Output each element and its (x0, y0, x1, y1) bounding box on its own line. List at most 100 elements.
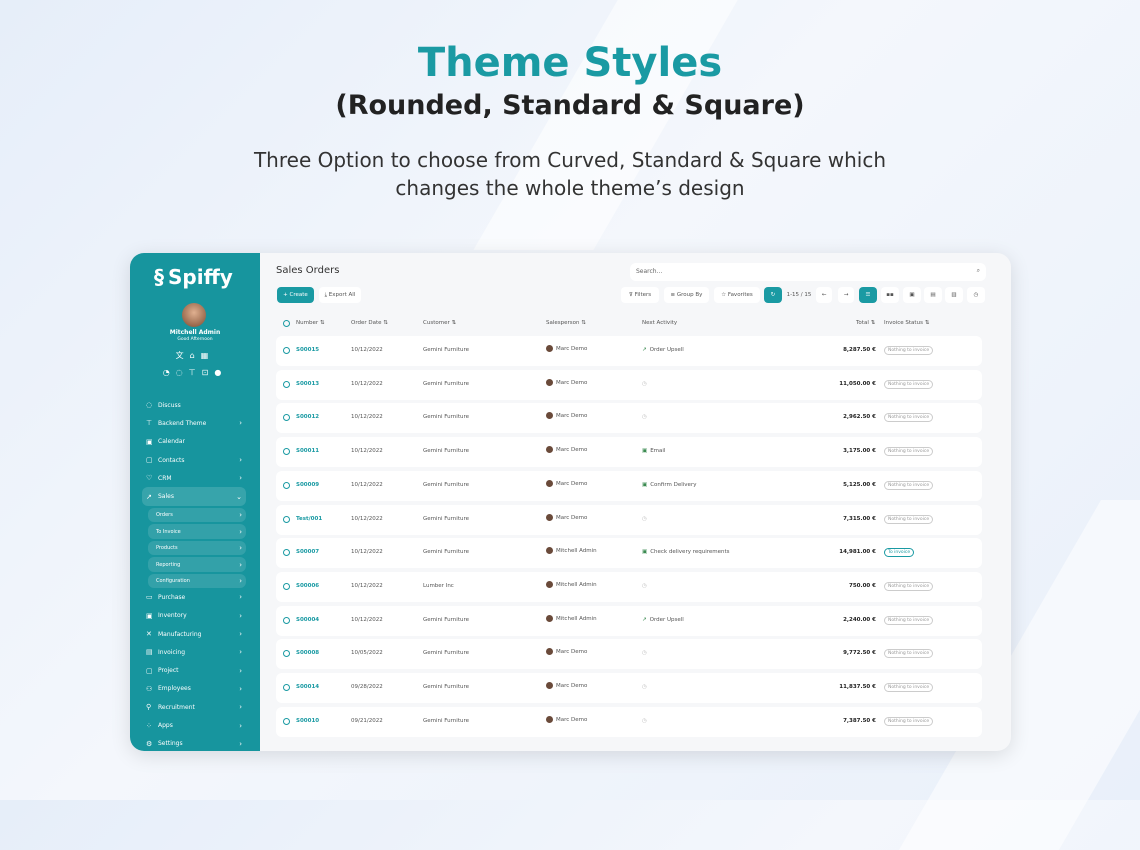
refresh-button[interactable]: ↻ (764, 287, 782, 303)
row-checkbox[interactable] (283, 347, 290, 354)
sidebar-item-contacts[interactable]: ▢ Contacts › (142, 451, 246, 469)
export-all-button[interactable]: ⤓ Export All (319, 287, 361, 303)
filters-button[interactable]: ⊽ Filters (621, 287, 659, 303)
table-row[interactable]: S00012 10/12/2022 Gemini Furniture Marc Dem… (276, 403, 982, 434)
order-number[interactable]: Test/001 (296, 515, 323, 522)
sidebar-subitem-products[interactable]: Products › (148, 540, 246, 556)
table-row[interactable]: S00007 10/12/2022 Gemini Furniture Mitchell… (276, 538, 982, 569)
next-activity[interactable]: ▣ Email (642, 448, 665, 454)
order-number[interactable]: S00013 (296, 380, 320, 387)
paint-roller-icon[interactable]: ⊤ (188, 368, 202, 377)
sidebar-item-purchase[interactable]: ▭ Purchase › (142, 588, 246, 606)
order-number[interactable]: S00015 (296, 347, 320, 353)
next-activity[interactable]: ◷ (642, 718, 650, 724)
order-number[interactable]: S00008 (296, 650, 320, 657)
next-activity[interactable]: ◷ (642, 414, 650, 420)
table-row[interactable]: Test/001 10/12/2022 Gemini Furniture Marc D… (276, 504, 982, 535)
translate-icon[interactable]: 文 (175, 351, 190, 360)
next-activity[interactable]: ◷ (642, 381, 650, 387)
order-number[interactable]: S00011 (296, 448, 320, 455)
message-icon[interactable]: ◌ (175, 368, 189, 377)
sidebar-item-employees[interactable]: ⚇ Employees › (142, 680, 246, 698)
prev-page-button[interactable]: ← (816, 287, 832, 303)
list-view-button[interactable]: ☰ (859, 287, 877, 303)
row-checkbox[interactable] (283, 717, 290, 725)
column-header-number[interactable]: Number ⇅ (296, 320, 324, 326)
column-header-next-activity[interactable]: Next Activity (642, 320, 677, 326)
table-row[interactable]: S00014 09/28/2022 Gemini Furniture Marc Dem… (276, 673, 982, 703)
sidebar-item-project[interactable]: ▢ Project › (142, 661, 246, 679)
select-all-checkbox[interactable] (283, 320, 290, 327)
order-number[interactable]: S00004 (296, 616, 320, 623)
sidebar-subitem-orders[interactable]: Orders › (148, 507, 246, 523)
table-row[interactable]: S00009 10/12/2022 Gemini Furniture Marc Dem… (276, 470, 982, 501)
sidebar-item-settings[interactable]: ⚙ Settings › (142, 735, 246, 751)
row-checkbox[interactable] (283, 650, 290, 658)
table-row[interactable]: S00010 09/21/2022 Gemini Furniture Marc Dem… (276, 706, 982, 737)
table-row[interactable]: S00011 10/12/2022 Gemini Furniture Marc Dem… (276, 437, 982, 468)
grid-icon[interactable]: ▦ (200, 351, 215, 360)
next-activity[interactable]: ◷ (642, 516, 650, 522)
column-header-customer[interactable]: Customer ⇅ (423, 320, 456, 326)
calendar-view-button[interactable]: ▣ (903, 287, 921, 303)
next-activity[interactable]: ◷ (642, 650, 650, 656)
favorites-button[interactable]: ☆ Favorites (714, 287, 760, 303)
row-checkbox[interactable] (283, 616, 290, 624)
search-icon[interactable]: ⌕ (976, 267, 980, 274)
pager[interactable]: 1-15 / 15 (786, 292, 812, 298)
row-checkbox[interactable] (283, 684, 290, 691)
sidebar-subitem-configuration[interactable]: Configuration › (148, 573, 246, 589)
group-by-button[interactable]: ≡ Group By (664, 287, 709, 303)
sidebar-item-sales[interactable]: ↗ Sales ⌄ (142, 487, 246, 506)
building-icon[interactable]: ⌂ (189, 351, 201, 360)
graph-view-button[interactable]: ▥ (945, 287, 963, 303)
sidebar-item-recruitment[interactable]: ⚲ Recruitment › (142, 698, 246, 716)
next-page-button[interactable]: → (838, 287, 854, 303)
sidebar-item-inventory[interactable]: ▣ Inventory › (142, 607, 246, 625)
order-number[interactable]: S00009 (296, 481, 320, 488)
next-activity[interactable]: ◷ (642, 684, 650, 690)
search-input[interactable]: Search... ⌕ (630, 263, 986, 281)
sidebar-item-discuss[interactable]: ◌ Discuss (142, 396, 246, 414)
sidebar-item-crm[interactable]: ♡ CRM › (142, 469, 246, 487)
column-header-order-date[interactable]: Order Date ⇅ (351, 320, 388, 326)
table-row[interactable]: S00006 10/12/2022 Lumber Inc Mitchell Admin… (276, 571, 982, 602)
row-checkbox[interactable] (283, 549, 290, 557)
next-activity[interactable]: ▣ Check delivery requirements (642, 549, 730, 555)
table-row[interactable]: S00013 10/12/2022 Gemini Furniture Marc Dem… (276, 369, 982, 400)
sidebar-item-backend-theme[interactable]: ⊤ Backend Theme › (142, 414, 246, 432)
sidebar-item-calendar[interactable]: ▣ Calendar (142, 433, 246, 451)
activity-icon[interactable]: ◔ (162, 368, 176, 377)
sidebar-item-manufacturing[interactable]: ✕ Manufacturing › (142, 625, 246, 643)
bulb-icon[interactable]: ● (214, 368, 228, 377)
order-number[interactable]: S00014 (296, 684, 320, 690)
lock-icon[interactable]: ⊡ (201, 368, 215, 377)
order-number[interactable]: S00012 (296, 414, 320, 421)
sidebar-subitem-to-invoice[interactable]: To Invoice › (148, 524, 246, 539)
pivot-view-button[interactable]: ▤ (924, 287, 942, 303)
order-number[interactable]: S00006 (296, 582, 320, 589)
create-button[interactable]: + Create (277, 287, 314, 303)
column-header-salesperson[interactable]: Salesperson ⇅ (546, 320, 586, 326)
order-number[interactable]: S00010 (296, 717, 320, 724)
next-activity[interactable]: ↗ Order Upsell (642, 617, 684, 623)
avatar[interactable] (182, 303, 206, 327)
table-row[interactable]: S00008 10/05/2022 Gemini Furniture Marc Dem… (276, 639, 982, 670)
row-checkbox[interactable] (283, 515, 290, 523)
sidebar-item-apps[interactable]: ⁘ Apps › (142, 716, 246, 734)
logo[interactable]: § Spiffy (154, 265, 233, 289)
column-header-invoice-status[interactable]: Invoice Status ⇅ (884, 320, 929, 326)
sidebar-item-invoicing[interactable]: ▤ Invoicing › (142, 643, 246, 661)
row-checkbox[interactable] (283, 481, 290, 489)
next-activity[interactable]: ▣ Confirm Delivery (642, 482, 696, 488)
sidebar-subitem-reporting[interactable]: Reporting › (148, 557, 246, 572)
next-activity[interactable]: ◷ (642, 583, 650, 589)
row-checkbox[interactable] (283, 414, 290, 422)
row-checkbox[interactable] (283, 582, 290, 590)
row-checkbox[interactable] (283, 448, 290, 456)
column-header-total[interactable]: Total ⇅ (856, 320, 875, 326)
table-row[interactable]: S00015 10/12/2022 Gemini Furniture Marc Dem… (276, 336, 982, 366)
kanban-view-button[interactable]: ▪▪ (881, 287, 899, 303)
activity-view-button[interactable]: ◷ (967, 287, 985, 303)
row-checkbox[interactable] (283, 380, 290, 388)
